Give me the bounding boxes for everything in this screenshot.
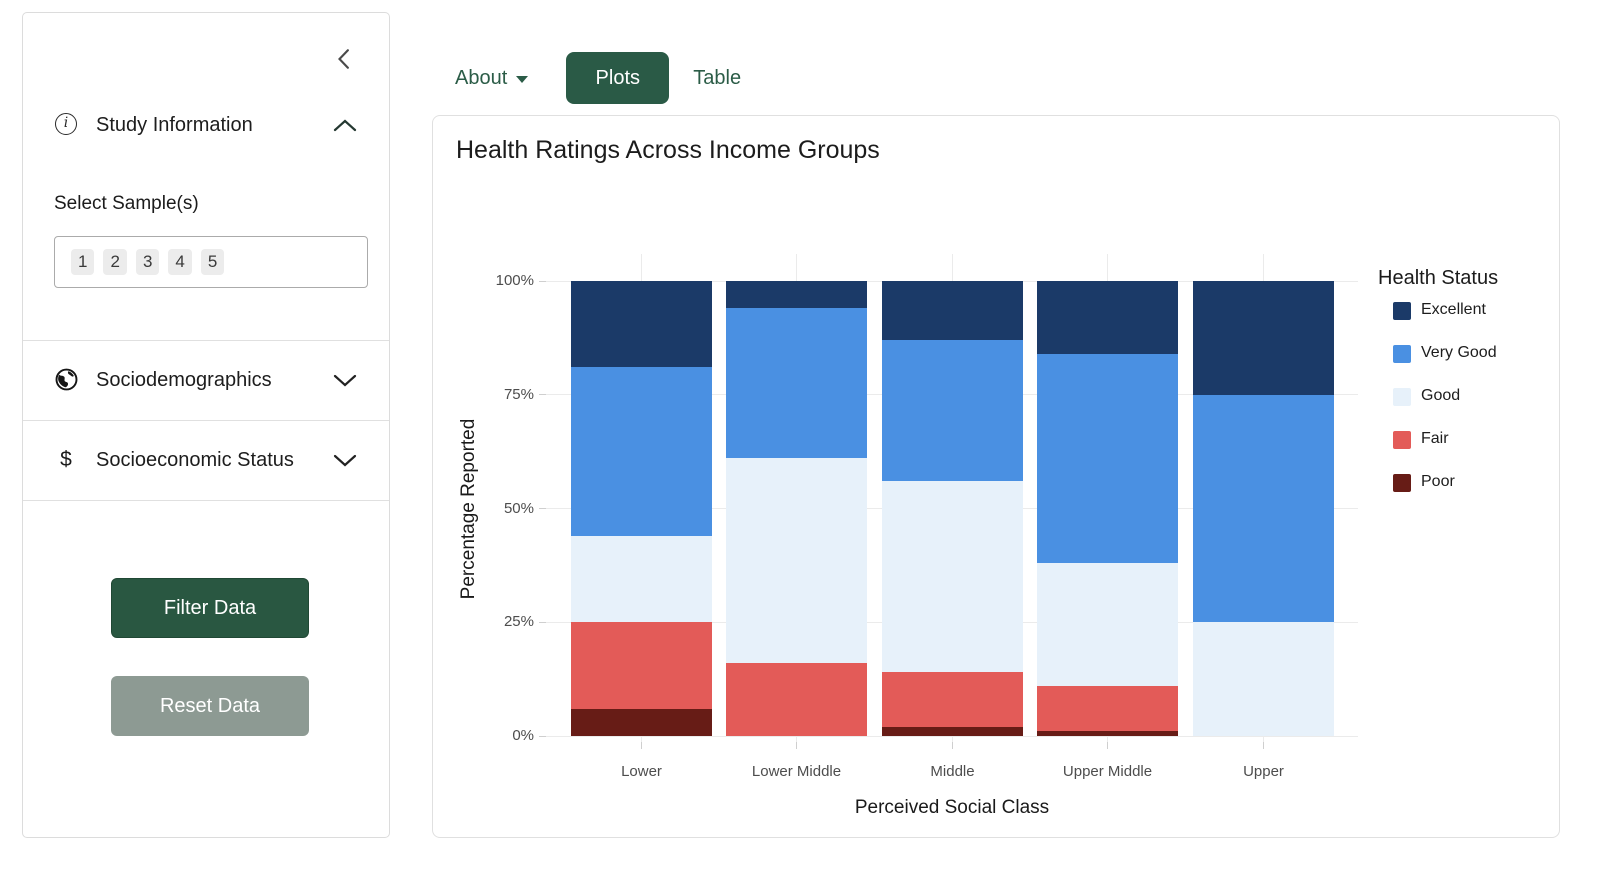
sidebar-collapse-button[interactable] <box>331 47 355 73</box>
tick-mark <box>539 735 546 737</box>
legend-label: Poor <box>1421 473 1455 490</box>
tick-mark <box>641 742 642 749</box>
legend-swatch <box>1393 474 1411 492</box>
bar-segment <box>571 281 712 368</box>
legend-swatch <box>1393 431 1411 449</box>
bar-segment <box>571 535 712 623</box>
stacked-bar-chart: 0% 25% 50% 75% 100% Lower Lower Middle Middle Up… <box>433 116 1559 837</box>
tab-about[interactable]: About <box>455 66 529 90</box>
section-label: Study Information <box>96 114 253 136</box>
main-tabbar: About Plots Table <box>455 52 741 104</box>
y-tick-label: 0% <box>512 727 534 744</box>
legend-label: Fair <box>1421 430 1449 447</box>
info-icon: i <box>54 113 78 137</box>
section-label: Socioeconomic Status <box>96 449 294 471</box>
tick-mark <box>539 394 546 396</box>
x-tick-label: Upper Middle <box>1062 763 1153 780</box>
x-tick-label: Lower Middle <box>751 763 842 780</box>
bar-segment <box>882 672 1023 727</box>
sample-option[interactable]: 5 <box>200 249 225 275</box>
chart-title: Health Ratings Across Income Groups <box>456 136 880 164</box>
bar-segment <box>1037 685 1178 732</box>
bar-segment <box>882 340 1023 482</box>
y-tick-label: 50% <box>503 499 534 517</box>
sample-option[interactable]: 3 <box>135 249 160 275</box>
divider <box>23 340 389 341</box>
chevron-down-icon <box>333 373 357 393</box>
legend-label: Good <box>1421 387 1461 404</box>
tick-mark <box>539 508 546 509</box>
sample-option[interactable]: 1 <box>71 249 95 275</box>
section-label: Sociodemographics <box>96 369 272 391</box>
bar-segment <box>571 708 712 736</box>
tick-mark <box>952 742 953 749</box>
y-axis-title: Percentage Reported <box>458 418 479 599</box>
bar-segment <box>726 281 867 309</box>
x-tick-label: Upper <box>1243 763 1284 780</box>
tab-plots-label: Plots <box>595 66 640 89</box>
y-tick-label: 25% <box>503 613 534 631</box>
divider <box>23 420 389 421</box>
x-tick-label: Lower <box>621 763 662 780</box>
tick-mark <box>539 621 546 623</box>
bar-segment <box>882 481 1023 673</box>
sample-option[interactable]: 4 <box>168 249 192 275</box>
filter-data-button[interactable]: Filter Data <box>111 578 309 638</box>
y-tick-label: 100% <box>495 272 534 289</box>
divider <box>23 500 389 501</box>
tab-about-label: About <box>455 66 508 89</box>
tick-mark <box>1263 742 1264 749</box>
plot-card: Health Ratings Across Income Groups 0% 25… <box>432 115 1560 838</box>
legend-label: Very Good <box>1421 344 1497 361</box>
bar-segment <box>882 726 1023 736</box>
tab-table[interactable]: Table <box>693 67 741 90</box>
legend-label: Excellent <box>1421 301 1486 318</box>
bar-segment <box>571 622 712 709</box>
bar-segment <box>882 281 1023 341</box>
chevron-down-icon <box>333 453 357 473</box>
bar-segment <box>1193 622 1334 736</box>
bar-segment <box>1037 353 1178 564</box>
legend-swatch <box>1393 345 1411 363</box>
caret-down-icon <box>516 76 529 83</box>
bar-segment <box>1037 563 1178 686</box>
bar-segment <box>726 663 867 736</box>
chevron-up-icon <box>333 118 357 138</box>
tick-mark <box>539 280 546 282</box>
tick-mark <box>1107 742 1108 749</box>
tab-plots[interactable]: Plots <box>566 52 670 104</box>
legend-swatch <box>1393 302 1411 320</box>
dollar-icon: $ <box>60 448 72 471</box>
x-axis-title: Perceived Social Class <box>854 797 1050 818</box>
legend-swatch <box>1393 388 1411 406</box>
y-tick-label: 75% <box>503 385 534 403</box>
legend-title: Health Status <box>1378 267 1499 289</box>
bar-segment <box>1193 394 1334 623</box>
sample-option[interactable]: 2 <box>103 249 127 275</box>
tick-mark <box>796 742 797 749</box>
bar-segment <box>571 367 712 536</box>
globe-icon <box>54 368 78 392</box>
select-samples-label: Select Sample(s) <box>54 193 199 214</box>
chevron-left-icon <box>337 48 350 72</box>
bar-segment <box>726 458 867 664</box>
bar-segment <box>1193 281 1334 395</box>
reset-data-button[interactable]: Reset Data <box>111 676 309 736</box>
x-tick-label: Middle <box>930 763 975 780</box>
tab-table-label: Table <box>693 66 742 89</box>
bar-segment <box>726 308 867 459</box>
bar-segment <box>1037 281 1178 354</box>
bar-segment <box>1037 731 1178 736</box>
